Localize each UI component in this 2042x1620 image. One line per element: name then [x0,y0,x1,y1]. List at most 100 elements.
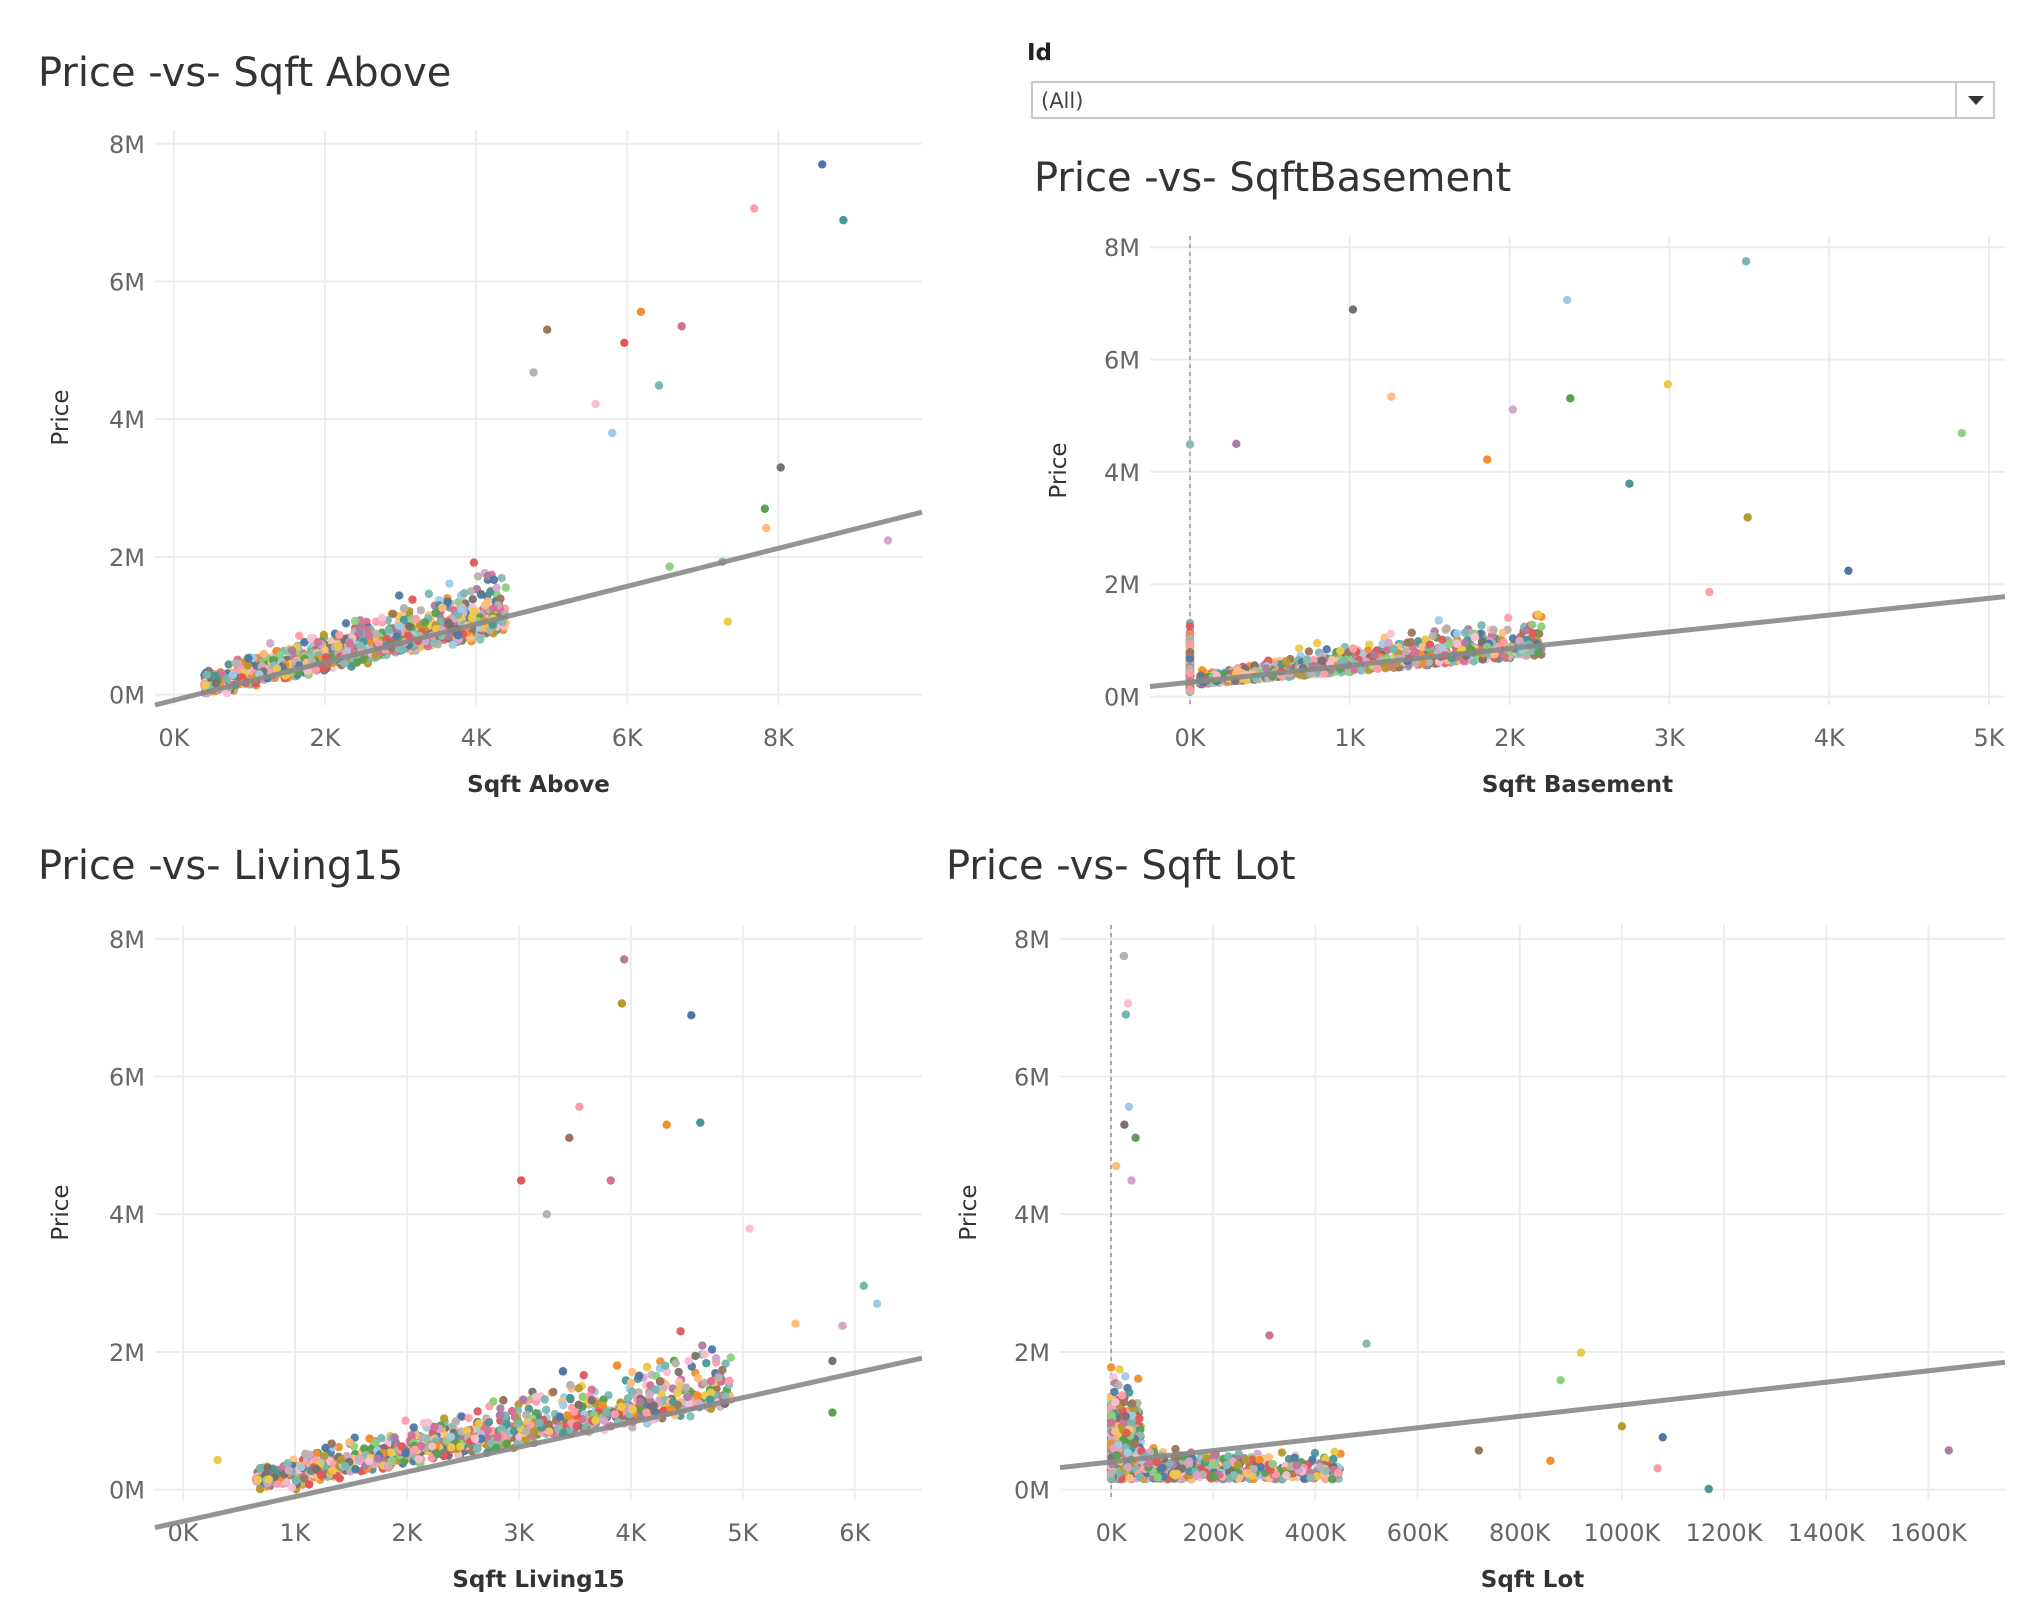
outlier-point [828,1408,837,1417]
data-point [726,1353,735,1362]
data-point [405,621,414,631]
data-point [617,1402,626,1412]
y-tick-label: 6M [1104,347,1140,375]
outlier-point [1508,405,1517,414]
data-point [263,1463,272,1472]
outlier-point [1625,479,1634,488]
data-point [283,1459,292,1468]
x-tick-label: 600K [1387,1519,1450,1547]
data-point [364,1456,374,1466]
data-point [626,1378,636,1387]
data-point [497,573,506,583]
outlier-point [606,1176,615,1185]
data-point [1185,668,1195,678]
data-point [464,1413,473,1423]
data-point [397,1442,407,1451]
chart-title-sqft-above: Price -vs- Sqft Above [38,50,452,96]
data-point [476,635,485,644]
chart-title-sqft-basement: Price -vs- SqftBasement [1034,155,1512,201]
y-tick-label: 6M [109,1063,145,1091]
data-point [1438,635,1447,644]
data-point [484,1418,494,1427]
y-tick-label: 0M [1014,1477,1050,1505]
outlier-point [665,562,674,571]
data-point [408,595,417,604]
data-point [1302,655,1312,664]
outlier-point [1387,392,1396,401]
x-tick-label: 3K [1654,724,1686,752]
data-point [668,1397,678,1407]
data-point [418,1433,427,1442]
data-point [383,1462,392,1471]
data-point [288,646,297,655]
data-point [272,664,282,673]
data-point [355,623,364,632]
outlier-point [838,1321,847,1330]
data-point [599,1416,609,1425]
data-point [427,1442,437,1451]
chart-title-sqft-lot: Price -vs- Sqft Lot [946,843,1296,889]
outlier-point [776,463,785,472]
data-point [284,1466,293,1475]
outlier-point [529,368,538,377]
data-point [693,1391,702,1400]
data-point [718,1365,727,1375]
outlier-point [1566,394,1575,403]
data-point [403,631,413,640]
id-filter-dropdown[interactable]: (All) [1031,81,1995,119]
data-point [202,670,212,679]
data-point [467,613,476,623]
trend-line [1149,594,2006,689]
outlier-point [575,1102,584,1111]
outlier-point [213,1455,222,1465]
outlier-point [591,399,600,409]
outlier-point [745,1224,754,1233]
data-point [399,604,409,613]
x-tick-label: 1K [1334,724,1366,752]
y-tick-label: 4M [109,406,145,434]
data-point [224,660,233,669]
outlier-point [859,1281,868,1291]
data-point [698,1341,707,1350]
outlier-point [762,523,771,533]
data-point [453,631,463,640]
data-point [572,1422,581,1431]
data-point [386,1448,396,1457]
data-point [460,589,469,598]
data-point [469,558,479,567]
data-point [1294,644,1304,653]
data-point [419,1418,429,1428]
y-axis-label: Price [956,1184,982,1240]
chevron-down-icon [1968,96,1984,105]
data-point [519,1395,528,1404]
y-tick-label: 4M [1104,459,1140,487]
x-tick-label: 8K [763,724,795,752]
data-point [390,1433,399,1442]
data-point [574,1384,583,1393]
data-point [672,1388,682,1398]
data-point [201,681,210,690]
data-point [264,1475,274,1484]
x-axis-label: Sqft Basement [1482,772,1673,798]
data-point [549,1387,558,1397]
x-tick-label: 4K [615,1519,647,1547]
data-point [522,1410,531,1420]
data-point [319,664,328,673]
x-tick-label: 800K [1489,1519,1552,1547]
data-point [642,1362,652,1372]
data-point [591,1416,600,1425]
data-point [1537,622,1546,631]
x-tick-label: 2K [1494,724,1526,752]
data-point [276,650,285,659]
data-point [555,1412,564,1422]
data-point [445,579,454,588]
data-point [468,595,477,604]
data-point [424,589,434,599]
data-point [438,603,447,612]
dropdown-button[interactable] [1955,83,1993,117]
data-point [1445,639,1454,649]
x-tick-label: 4K [461,724,493,752]
data-point [486,587,495,597]
x-tick-label: 6K [612,724,644,752]
